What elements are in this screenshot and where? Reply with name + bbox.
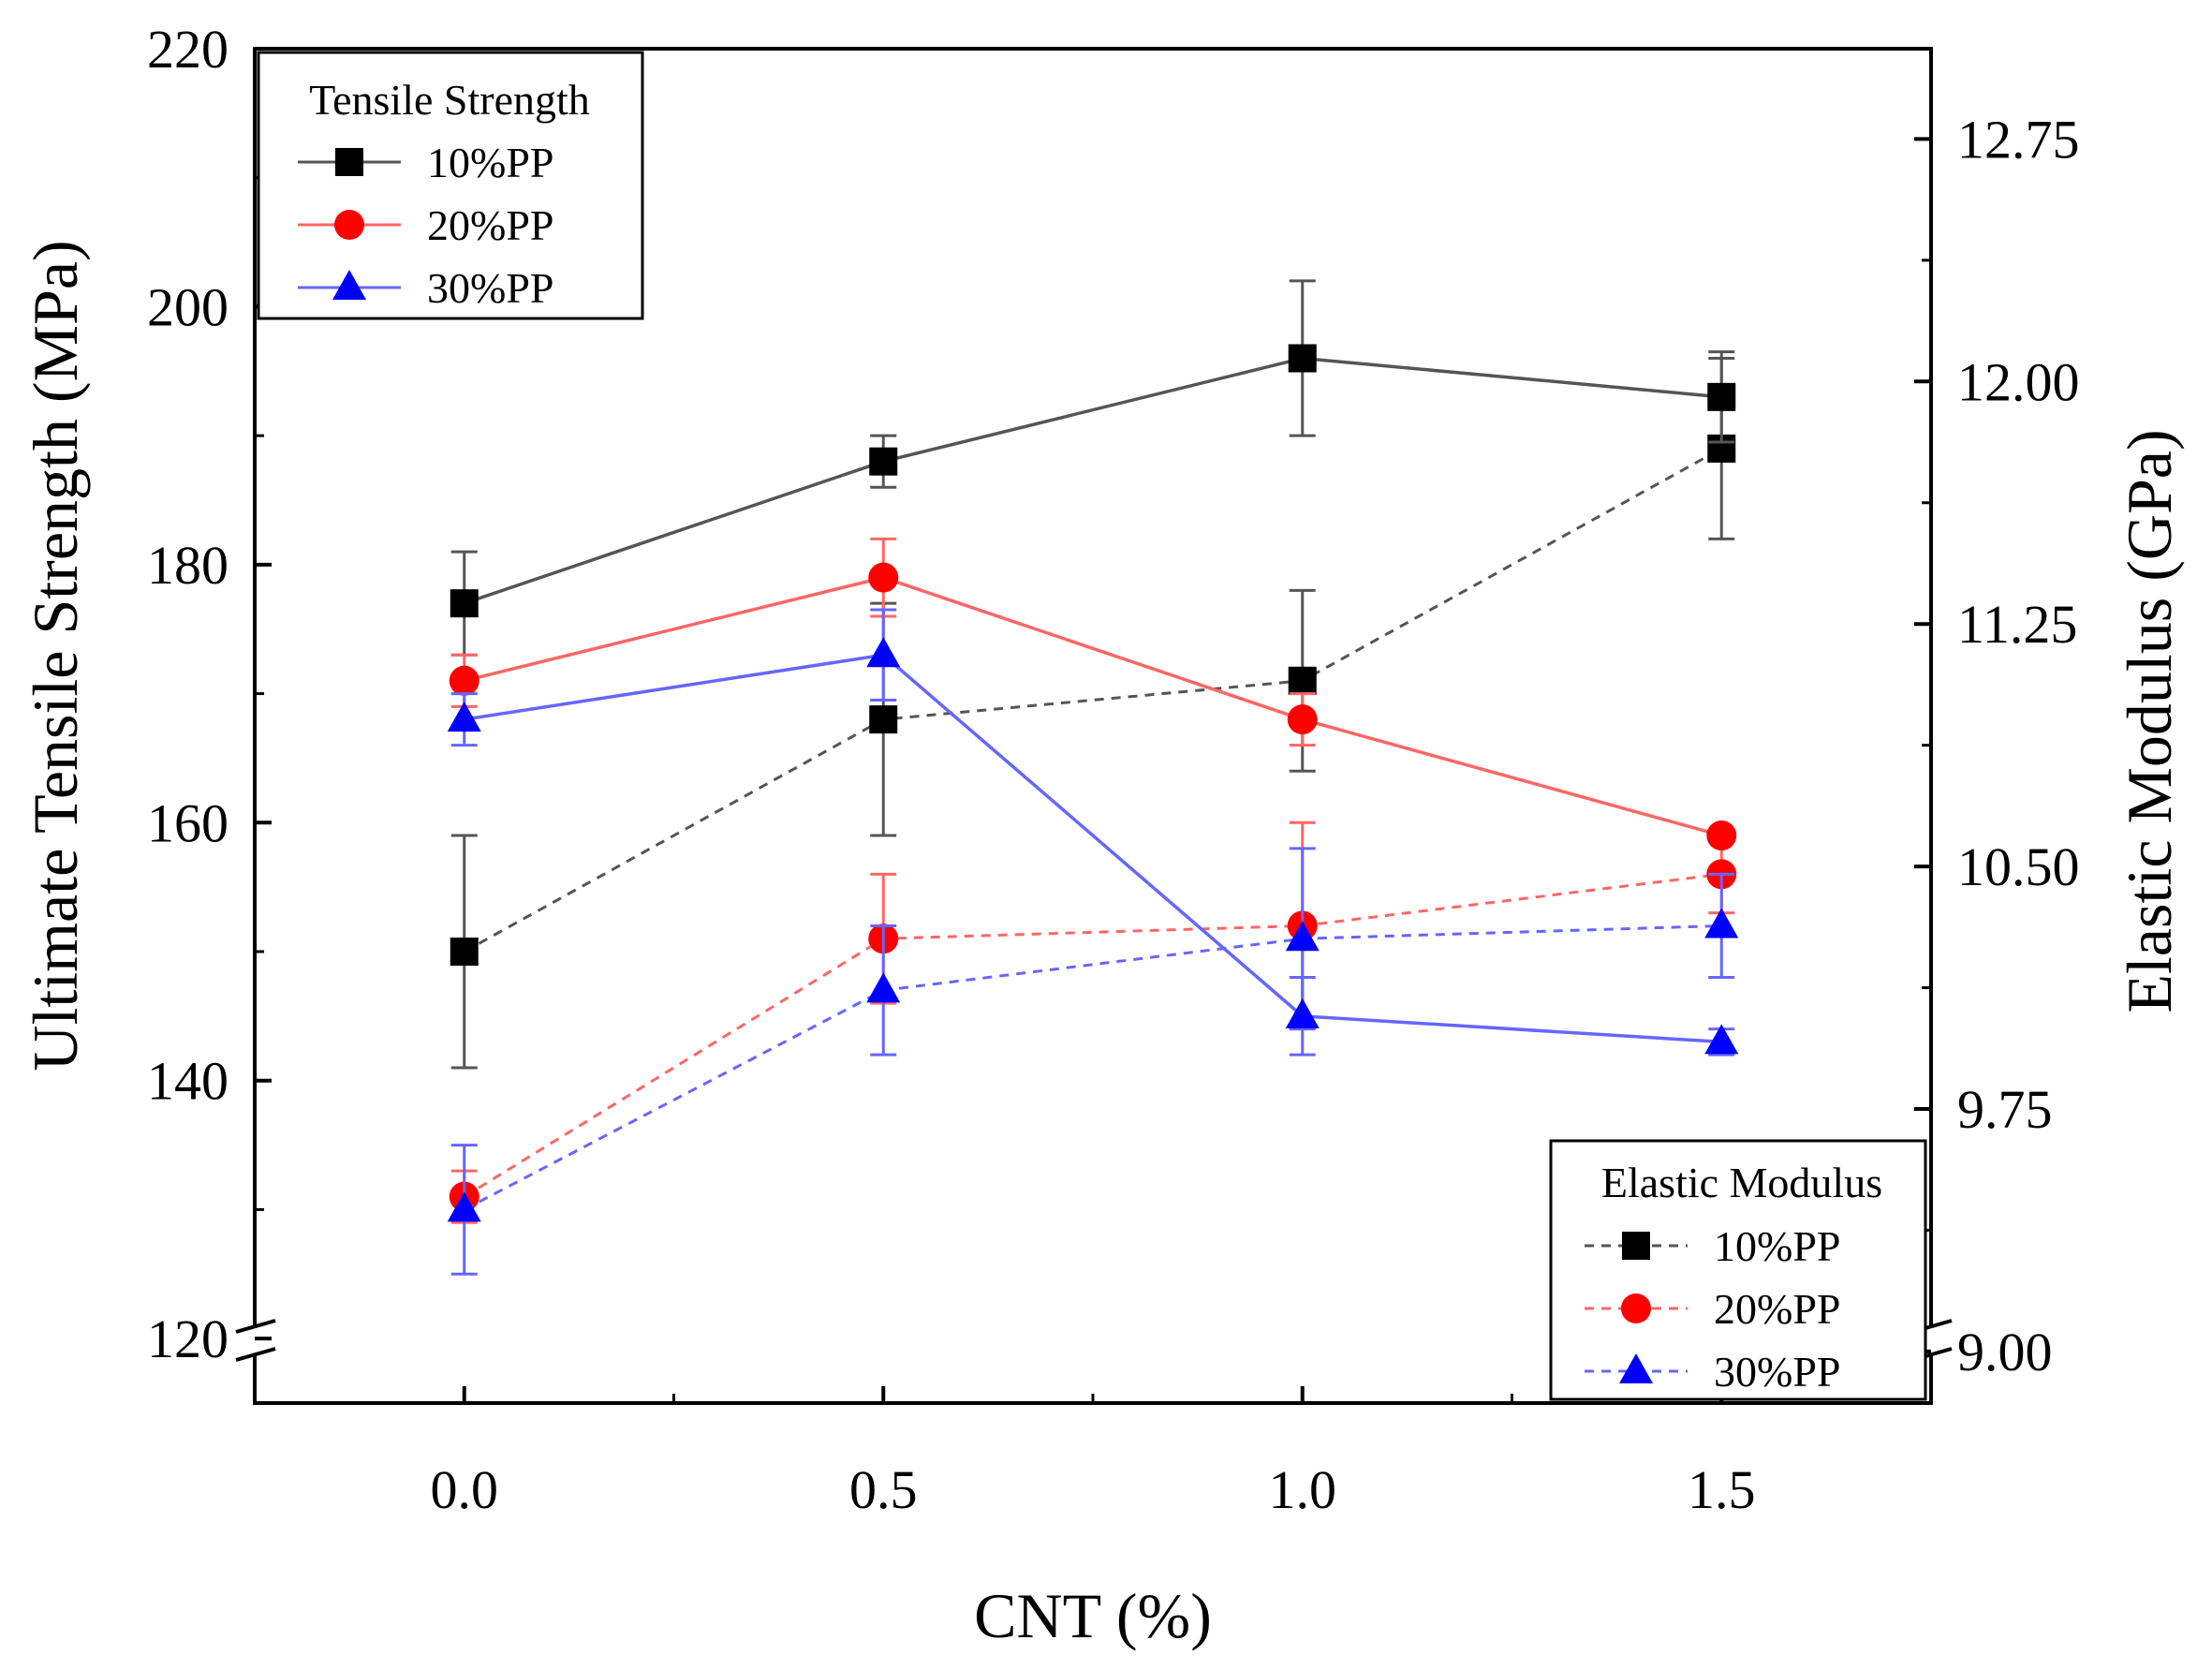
- elastic-modulus-point-30%PP: [1704, 908, 1739, 938]
- elastic-modulus-point-10%PP: [869, 705, 898, 734]
- tensile-strength-point-30%PP: [447, 702, 481, 732]
- y-tick-label: 120: [147, 1308, 229, 1369]
- y2-axis-title: Elastic Modulus (GPa): [2114, 429, 2185, 1012]
- elastic-modulus-line-20%PP: [463, 872, 1722, 1198]
- legend-tensile-strength: Tensile Strength 10%PP 20%PP 30%PP: [257, 51, 644, 320]
- tensile-strength-point-10%PP: [1288, 344, 1317, 373]
- legend-tensile-box: [257, 51, 644, 320]
- tensile-strength-point-20%PP: [868, 562, 899, 593]
- tensile-legend-marker: [335, 148, 363, 176]
- tensile-legend-marker: [334, 210, 364, 240]
- elastic-modulus-point-10%PP: [1288, 666, 1317, 695]
- series-layer: [447, 279, 1739, 1276]
- tensile-strength-line-20%PP: [464, 575, 1722, 837]
- y-tick-label: 180: [147, 535, 229, 596]
- tensile-strength-point-10%PP: [1707, 382, 1736, 411]
- elastic-legend-marker: [1619, 1353, 1653, 1383]
- y-axis-title: Ultimate Tensile Strength (MPa): [20, 240, 91, 1071]
- tensile-strength-point-10%PP: [869, 447, 898, 476]
- y2-tick-label: 11.25: [1957, 594, 2077, 655]
- elastic-legend-label: 20%PP: [1714, 1285, 1840, 1333]
- y-tick-label: 160: [147, 792, 229, 853]
- y-tick-label: 220: [147, 19, 229, 80]
- y2-tick-label: 10.50: [1957, 836, 2080, 897]
- elastic-modulus-point-30%PP: [866, 972, 901, 1003]
- elastic-legend-label: 30%PP: [1714, 1348, 1840, 1396]
- tensile-strength-point-30%PP: [1285, 998, 1320, 1028]
- x-tick-label: 0.0: [431, 1459, 499, 1520]
- elastic-legend-marker: [1622, 1232, 1650, 1260]
- x-axis-title: CNT (%): [974, 1580, 1212, 1651]
- tensile-strength-point-30%PP: [1704, 1024, 1739, 1055]
- legend-tensile-entries: 10%PP 20%PP 30%PP: [298, 139, 553, 312]
- tensile-legend-label: 30%PP: [427, 264, 553, 312]
- x-tick-label: 1.5: [1688, 1459, 1756, 1520]
- left-axis-break-mark-1: [235, 1319, 276, 1334]
- elastic-modulus-point-30%PP: [1285, 921, 1320, 952]
- tensile-strength-point-20%PP: [449, 665, 479, 696]
- tensile-legend-label: 10%PP: [427, 139, 553, 186]
- legend-elastic-modulus: Elastic Modulus 10%PP 20%PP 30%PP: [1549, 1139, 1927, 1401]
- tensile-strength-point-10%PP: [450, 589, 479, 618]
- elastic-legend-marker: [1621, 1293, 1651, 1323]
- elastic-legend-label: 10%PP: [1714, 1222, 1840, 1270]
- elastic-modulus-line-30%PP: [464, 924, 1722, 1211]
- axis-ticks: 0.0 0.5 1.0 1.5 120 140 160 180 200 220 9.00 9.75 10…: [147, 19, 2080, 1520]
- legend-elastic-title: Elastic Modulus: [1601, 1159, 1882, 1206]
- y2-tick-label: 9.75: [1957, 1079, 2053, 1140]
- y2-tick-label: 9.00: [1957, 1322, 2053, 1382]
- tensile-strength-line-10%PP: [464, 356, 1722, 605]
- tensile-strength-point-20%PP: [1706, 820, 1737, 851]
- legend-tensile-title: Tensile Strength: [309, 76, 590, 124]
- tensile-strength-point-30%PP: [866, 637, 901, 668]
- legend-elastic-box: [1549, 1139, 1927, 1401]
- legend-elastic-entries: 10%PP 20%PP 30%PP: [1585, 1222, 1840, 1396]
- x-tick-label: 0.5: [849, 1459, 918, 1520]
- elastic-modulus-point-10%PP: [450, 938, 479, 966]
- y-tick-label: 200: [147, 276, 229, 337]
- tensile-strength-line-30%PP: [464, 653, 1722, 1044]
- tensile-legend-marker: [332, 270, 366, 300]
- elastic-modulus-point-30%PP: [447, 1191, 481, 1222]
- elastic-modulus-line-10%PP: [464, 447, 1722, 953]
- left-axis-break-mark-2: [235, 1347, 276, 1362]
- y2-tick-label: 12.00: [1957, 351, 2080, 412]
- tensile-legend-label: 20%PP: [427, 201, 553, 249]
- tensile-strength-point-20%PP: [1287, 704, 1318, 735]
- y-tick-label: 140: [147, 1051, 229, 1112]
- x-tick-label: 1.0: [1269, 1459, 1337, 1520]
- y2-tick-label: 12.75: [1957, 109, 2080, 170]
